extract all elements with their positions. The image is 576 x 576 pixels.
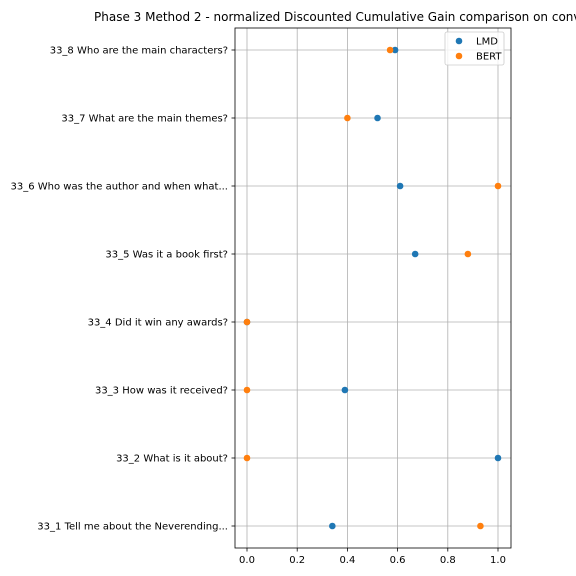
legend-marker	[455, 52, 463, 60]
plot-area	[234, 27, 512, 549]
x-tick-label: 0.0	[239, 555, 255, 566]
legend-label: BERT	[476, 52, 502, 63]
data-point-lmd	[391, 46, 399, 54]
legend-marker	[455, 37, 463, 45]
y-tick-label: 33_8 Who are the main characters?	[50, 46, 228, 57]
y-tick-label: 33_7 What are the main themes?	[61, 114, 228, 125]
grid	[235, 28, 511, 548]
legend-label: LMD	[476, 37, 498, 48]
data-point-lmd	[329, 522, 336, 530]
y-tick-label: 33_4 Did it win any awards?	[88, 318, 228, 329]
data-point-lmd	[396, 182, 404, 190]
x-tick-label: 1.0	[490, 555, 506, 566]
data-point-bert	[243, 386, 251, 394]
legend: LMD BERT	[444, 31, 505, 66]
x-tick-label: 0.2	[289, 555, 305, 566]
data-point-bert	[344, 114, 351, 122]
x-axis-labels: 0.0 0.2 0.4 0.6 0.8 1.0	[239, 548, 506, 566]
data-point-bert	[243, 454, 251, 462]
data-point-lmd	[374, 114, 381, 122]
data-point-bert	[464, 250, 472, 258]
y-tick-label: 33_5 Was it a book first?	[105, 250, 228, 261]
y-tick-label: 33_1 Tell me about the Neverending...	[37, 522, 228, 533]
data-points	[243, 46, 502, 530]
data-point-bert	[477, 522, 484, 530]
data-point-bert	[494, 182, 502, 190]
data-point-bert	[243, 318, 251, 326]
x-tick-label: 0.4	[339, 555, 355, 566]
data-point-lmd	[411, 250, 419, 258]
chart-title: Phase 3 Method 2 - normalized Discounted…	[94, 10, 576, 24]
data-point-lmd	[494, 454, 502, 462]
x-tick-label: 0.6	[390, 555, 406, 566]
x-tick-label: 0.8	[440, 555, 456, 566]
y-axis-labels: 33_8 Who are the main characters? 33_7 Wh…	[11, 46, 235, 533]
y-tick-label: 33_6 Who was the author and when what...	[11, 182, 229, 193]
data-point-bert	[386, 46, 394, 54]
y-tick-label: 33_2 What is it about?	[116, 454, 228, 465]
y-tick-label: 33_3 How was it received?	[95, 386, 228, 397]
data-point-lmd	[341, 386, 349, 394]
